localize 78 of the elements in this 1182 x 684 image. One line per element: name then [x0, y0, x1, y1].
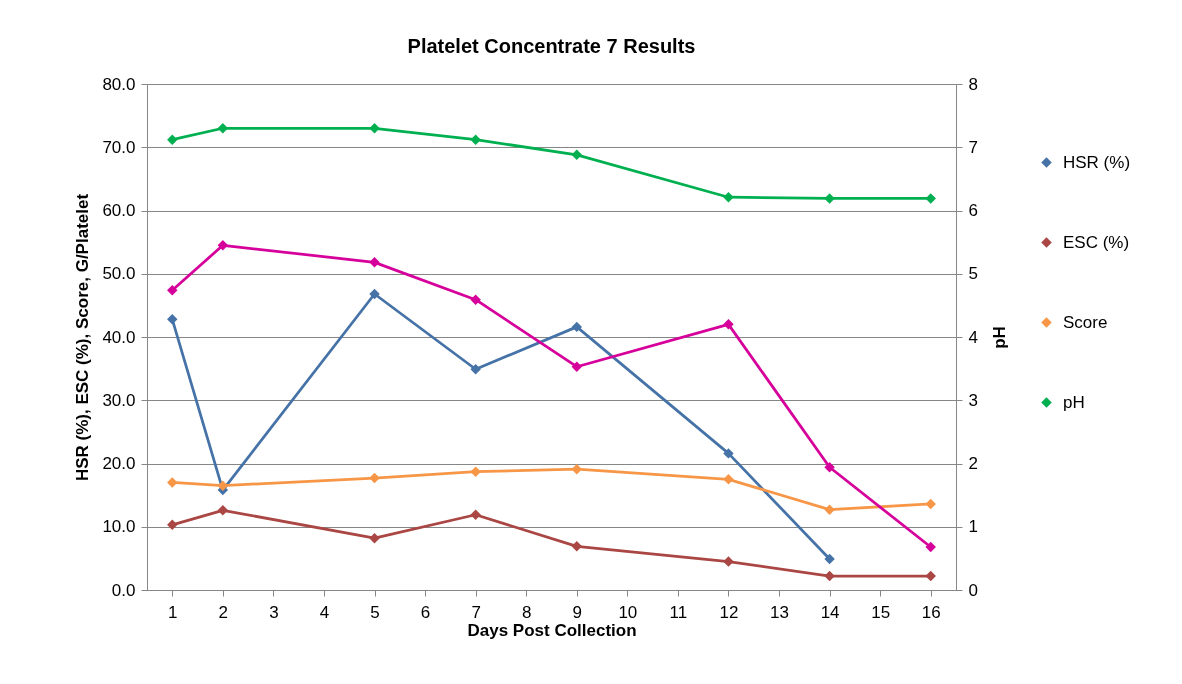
- y2-axis-title: pH: [989, 326, 1009, 349]
- x-tick-label: 4: [319, 602, 330, 622]
- y-tick-label: 30.0: [102, 390, 136, 410]
- point: [470, 509, 481, 520]
- point: [571, 541, 583, 552]
- point: [824, 504, 835, 515]
- legend-label: Score: [1063, 312, 1108, 332]
- x-tick-label: 5: [370, 602, 380, 622]
- point: [167, 477, 178, 488]
- point: [723, 448, 734, 459]
- x-tick-label: 9: [572, 602, 583, 622]
- point: [369, 532, 380, 544]
- x-axis-title: Days Post Collection: [467, 620, 637, 640]
- point: [723, 319, 734, 330]
- x-tick-label: 10: [618, 602, 638, 622]
- x-tick-label: 6: [420, 602, 431, 622]
- y-axis-title: HSR (%), ESC (%), Score, G/Platelet: [73, 193, 93, 482]
- y2-tick-label: 4: [968, 327, 978, 347]
- y2-tick-label: 7: [968, 137, 978, 157]
- point: [470, 364, 481, 375]
- x-tick-label: 7: [471, 602, 481, 622]
- y-tick-label: 70.0: [102, 137, 136, 157]
- point: [925, 193, 936, 204]
- point: [824, 462, 835, 473]
- y-tick-label: 0.0: [111, 580, 136, 600]
- point: [824, 553, 835, 565]
- x-tick-label: 11: [669, 602, 688, 622]
- x-tick-label: 15: [871, 602, 891, 622]
- point: [470, 466, 481, 477]
- chart-title: Platelet Concentrate 7 Results: [407, 35, 696, 57]
- point: [571, 321, 583, 333]
- point: [167, 134, 178, 145]
- x-tick-label: 2: [218, 602, 229, 622]
- point: [925, 541, 936, 553]
- y-tick-label: 20.0: [102, 454, 136, 473]
- point: [925, 570, 936, 582]
- point: [723, 474, 734, 485]
- x-tick-label: 12: [719, 602, 739, 622]
- y2-tick-label: 5: [968, 264, 978, 284]
- legend-label: HSR (%): [1063, 152, 1131, 172]
- y-tick-label: 80.0: [102, 74, 136, 94]
- point: [470, 294, 481, 305]
- x-tick-label: 16: [921, 602, 941, 622]
- point: [470, 134, 481, 145]
- point: [824, 193, 835, 204]
- legend-label: ESC (%): [1063, 232, 1130, 252]
- point: [723, 556, 734, 567]
- point: [217, 240, 229, 251]
- point: [723, 191, 734, 203]
- point: [217, 480, 229, 491]
- x-tick-label: 3: [269, 602, 279, 622]
- point: [369, 288, 380, 300]
- y2-tick-label: 3: [968, 390, 978, 410]
- legend-label: pH: [1063, 392, 1085, 412]
- y2-tick-label: 6: [968, 201, 978, 220]
- point: [824, 570, 835, 582]
- point: [369, 472, 380, 484]
- point: [571, 361, 583, 372]
- y-tick-label: 60.0: [102, 201, 136, 220]
- y2-tick-label: 2: [968, 454, 978, 473]
- y2-tick-label: 8: [968, 74, 978, 94]
- x-tick-label: 14: [820, 602, 840, 622]
- point: [369, 257, 380, 268]
- y2-tick-label: 1: [968, 517, 978, 537]
- point: [167, 314, 178, 325]
- point: [167, 519, 178, 531]
- point: [571, 149, 583, 161]
- x-tick-label: 1: [168, 602, 178, 622]
- y2-tick-label: 0: [968, 580, 978, 600]
- x-tick-label: 13: [770, 602, 789, 622]
- point: [217, 505, 229, 516]
- y-tick-label: 40.0: [102, 327, 136, 347]
- y-tick-label: 50.0: [102, 264, 136, 284]
- point: [925, 498, 936, 510]
- point: [369, 123, 380, 134]
- y-tick-label: 10.0: [102, 517, 136, 537]
- point: [167, 284, 178, 296]
- x-tick-label: 8: [521, 602, 532, 622]
